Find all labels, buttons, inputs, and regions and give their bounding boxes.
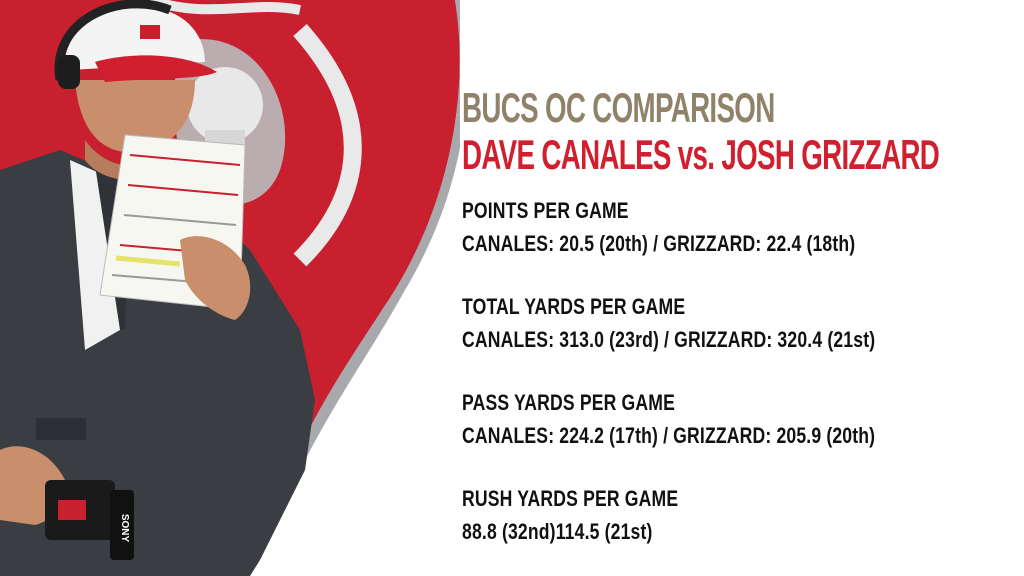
stat-value: CANALES: 20.5 (20th) / GRIZZARD: 22.4 (1…: [462, 231, 856, 256]
stat-rush-yards-per-game: RUSH YARDS PER GAME 88.8 (32nd)114.5 (21…: [462, 486, 732, 545]
coach-photo-with-flag-logo: SONY: [0, 0, 460, 576]
stat-label: TOTAL YARDS PER GAME: [462, 294, 686, 319]
stat-label: RUSH YARDS PER GAME: [462, 486, 679, 511]
comparison-panel: BUCS OC COMPARISON DAVE CANALES vs. JOSH…: [462, 0, 1022, 576]
stat-total-yards-per-game: TOTAL YARDS PER GAME CANALES: 313.0 (23r…: [462, 294, 979, 353]
stat-points-per-game: POINTS PER GAME CANALES: 20.5 (20th) / G…: [462, 198, 954, 257]
coach-figure: SONY: [0, 0, 315, 576]
subheadline: DAVE CANALES vs. JOSH GRIZZARD: [462, 131, 940, 178]
headline: BUCS OC COMPARISON: [462, 84, 775, 131]
stat-label: PASS YARDS PER GAME: [462, 390, 675, 415]
stat-value: 88.8 (32nd)114.5 (21st): [462, 519, 653, 544]
stat-pass-yards-per-game: PASS YARDS PER GAME CANALES: 224.2 (17th…: [462, 390, 979, 449]
stat-value: CANALES: 313.0 (23rd) / GRIZZARD: 320.4 …: [462, 327, 876, 352]
headset-brand-label: SONY: [119, 514, 130, 543]
stat-label: POINTS PER GAME: [462, 198, 629, 223]
stat-value: CANALES: 224.2 (17th) / GRIZZARD: 205.9 …: [462, 423, 876, 448]
